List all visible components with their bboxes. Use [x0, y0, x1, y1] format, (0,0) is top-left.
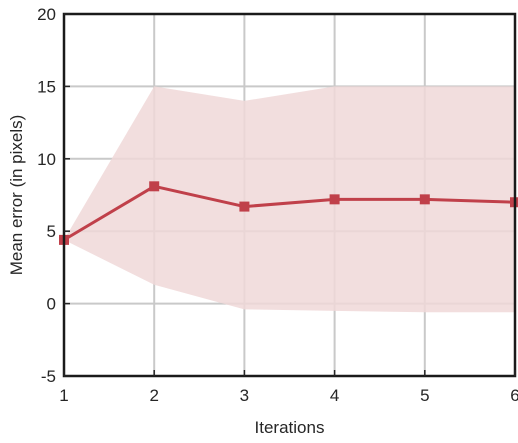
y-axis-title: Mean error (in pixels) — [7, 115, 26, 276]
y-tick-label: 20 — [37, 5, 56, 24]
plot-frame — [62, 12, 517, 378]
y-tick-label: 5 — [47, 222, 56, 241]
x-tick-label: 3 — [240, 386, 249, 405]
x-tick-label: 4 — [330, 386, 339, 405]
x-axis-title: Iterations — [255, 418, 325, 437]
data-point — [419, 194, 430, 205]
x-tick-label: 5 — [420, 386, 429, 405]
ticks: 1 2 3 4 5 6 -5 0 5 10 15 20 — [37, 5, 518, 405]
y-tick-label: -5 — [41, 367, 56, 386]
x-tick-label: 2 — [149, 386, 158, 405]
x-tick-label: 1 — [59, 386, 68, 405]
y-tick-label: 15 — [37, 77, 56, 96]
data-point — [239, 201, 250, 212]
y-tick-label: 0 — [47, 295, 56, 314]
series-line — [63, 184, 516, 242]
x-tick-label: 6 — [510, 386, 518, 405]
data-point — [329, 194, 340, 205]
data-point — [149, 181, 160, 192]
y-tick-label: 10 — [37, 150, 56, 169]
error-band — [64, 86, 515, 313]
